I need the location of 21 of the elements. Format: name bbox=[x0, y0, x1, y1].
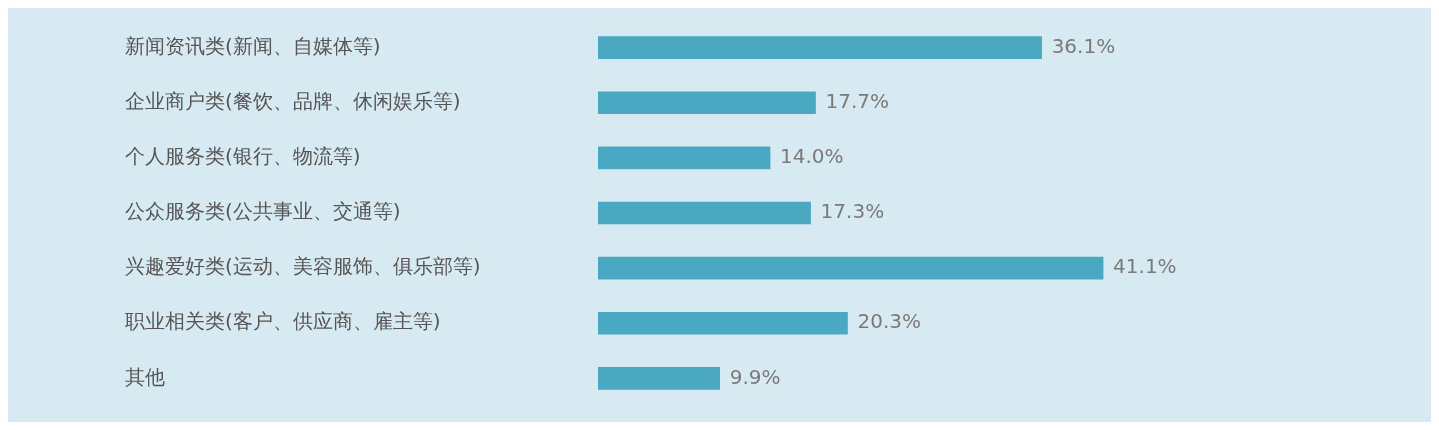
y-tick-label: 职业相关类(客户、供应商、雇主等) bbox=[125, 309, 441, 334]
data-label: 17.7% bbox=[825, 88, 890, 113]
bar bbox=[598, 201, 811, 225]
data-label: 14.0% bbox=[780, 144, 844, 169]
bar bbox=[598, 91, 816, 115]
bar bbox=[598, 367, 720, 390]
y-tick-label: 新闻资讯类(新闻、自媒体等) bbox=[125, 33, 381, 58]
data-label: 17.3% bbox=[820, 199, 885, 224]
data-label: 41.1% bbox=[1113, 254, 1177, 279]
y-tick-label: 其他 bbox=[125, 364, 165, 389]
bar bbox=[598, 146, 771, 170]
y-tick-label: 兴趣爱好类(运动、美容服饰、俱乐部等) bbox=[125, 254, 481, 279]
data-label: 36.1% bbox=[1051, 33, 1116, 58]
bar bbox=[598, 311, 848, 335]
y-tick-label: 个人服务类(银行、物流等) bbox=[125, 144, 361, 169]
data-label: 20.3% bbox=[857, 309, 922, 334]
bar bbox=[598, 36, 1042, 59]
y-tick-label: 企业商户类(餐饮、品牌、休闲娱乐等) bbox=[125, 88, 461, 113]
bar bbox=[598, 256, 1104, 280]
y-tick-label: 公众服务类(公共事业、交通等) bbox=[125, 199, 401, 224]
data-label: 9.9% bbox=[729, 364, 781, 389]
